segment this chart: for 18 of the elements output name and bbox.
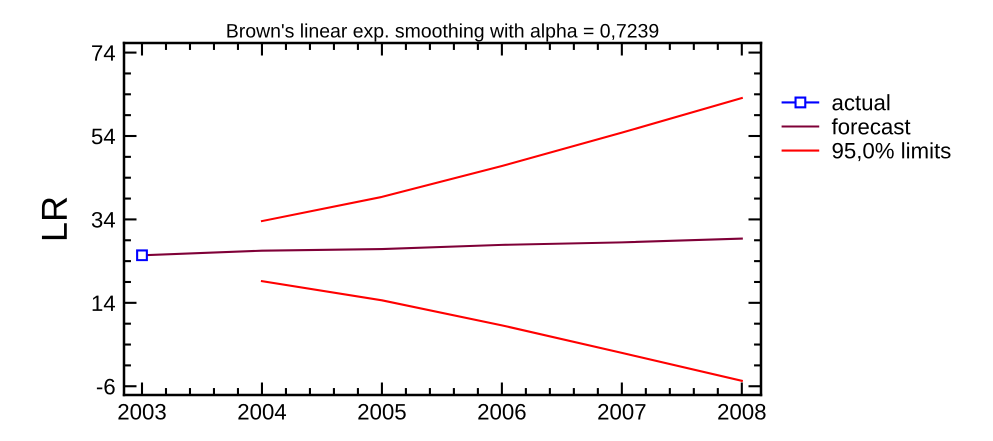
x-tick-label: 2005	[358, 404, 406, 420]
y-tick-label: 34	[92, 212, 116, 228]
y-tick-label: 14	[92, 296, 116, 311]
legend-label: actual	[832, 94, 890, 110]
y-axis-title: LR	[42, 198, 67, 240]
x-tick-label: 2006	[478, 404, 526, 420]
chart-title: Brown's linear exp. smoothing with alpha = 0,7239	[227, 23, 658, 42]
legend-label: 95,0% limits	[832, 142, 951, 162]
line-series	[260, 280, 743, 382]
y-tick-label: 74	[92, 45, 116, 61]
legend-label: forecast	[832, 118, 910, 134]
y-tick-label: -6	[96, 378, 115, 395]
x-tick-label: 2003	[118, 404, 166, 420]
y-tick-label: 54	[92, 128, 116, 144]
line-series	[260, 97, 743, 222]
x-tick-label: 2008	[718, 404, 766, 420]
x-tick-label: 2007	[598, 404, 646, 420]
x-tick-label: 2004	[238, 404, 286, 420]
